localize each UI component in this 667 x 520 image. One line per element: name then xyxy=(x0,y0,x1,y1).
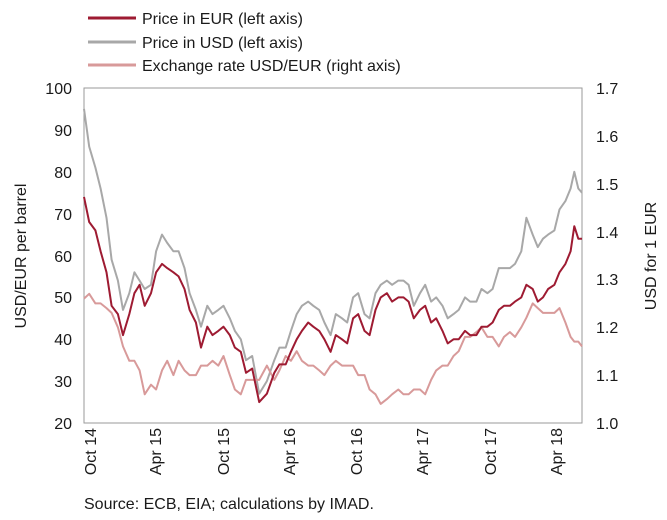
legend-label-eur: Price in EUR (left axis) xyxy=(142,11,303,28)
series-line-exchange-rate xyxy=(83,292,583,405)
x-tick-label: Oct 15 xyxy=(216,428,233,475)
y-axis-right-title: USD for 1 EUR xyxy=(643,202,660,310)
y2-tick-label: 1.1 xyxy=(596,368,618,385)
plot-frame xyxy=(83,87,583,424)
y-tick-label: 90 xyxy=(54,123,72,140)
y-tick-label: 70 xyxy=(54,207,72,224)
legend-label-exchange-rate: Exchange rate USD/EUR (right axis) xyxy=(142,58,401,75)
y2-tick-label: 1.2 xyxy=(596,320,618,337)
legend: Price in EUR (left axis) Price in USD (l… xyxy=(88,11,401,75)
x-tick-label: Oct 17 xyxy=(483,428,500,475)
y2-tick-label: 1.4 xyxy=(596,225,618,242)
y-tick-label: 60 xyxy=(54,249,72,266)
series-layer xyxy=(83,108,583,405)
y-axis-left-ticks: 100 90 80 70 60 50 40 30 20 xyxy=(45,81,72,433)
y-tick-label: 40 xyxy=(54,332,72,349)
y2-tick-label: 1.0 xyxy=(596,416,618,433)
legend-item-exchange-rate: Exchange rate USD/EUR (right axis) xyxy=(88,58,401,75)
legend-label-usd: Price in USD (left axis) xyxy=(142,35,303,52)
x-tick-label: Apr 17 xyxy=(415,428,432,475)
series-line-usd xyxy=(83,108,583,395)
x-tick-label: Oct 16 xyxy=(349,428,366,475)
y-tick-label: 30 xyxy=(54,374,72,391)
y-axis-left-title: USD/EUR per barrel xyxy=(13,184,30,329)
y2-tick-label: 1.3 xyxy=(596,272,618,289)
x-tick-label: Apr 18 xyxy=(549,428,566,475)
y-tick-label: 50 xyxy=(54,290,72,307)
y2-tick-label: 1.7 xyxy=(596,81,618,98)
x-tick-label: Oct 14 xyxy=(83,428,100,475)
y2-tick-label: 1.6 xyxy=(596,129,618,146)
y-axis-right-ticks: 1.7 1.6 1.5 1.4 1.3 1.2 1.1 1.0 xyxy=(596,81,618,433)
y2-tick-label: 1.5 xyxy=(596,177,618,194)
legend-item-eur: Price in EUR (left axis) xyxy=(88,11,303,28)
y-tick-label: 20 xyxy=(54,416,72,433)
series-line-eur xyxy=(83,196,582,404)
y-tick-label: 100 xyxy=(45,81,72,98)
y-tick-label: 80 xyxy=(54,165,72,182)
x-axis-ticks: Oct 14 Apr 15 Oct 15 Apr 16 Oct 16 Apr 1… xyxy=(83,428,566,475)
x-tick-label: Apr 16 xyxy=(282,428,299,475)
source-note: Source: ECB, EIA; calculations by IMAD. xyxy=(84,496,374,513)
x-tick-label: Apr 15 xyxy=(148,428,165,475)
legend-item-usd: Price in USD (left axis) xyxy=(88,35,303,52)
